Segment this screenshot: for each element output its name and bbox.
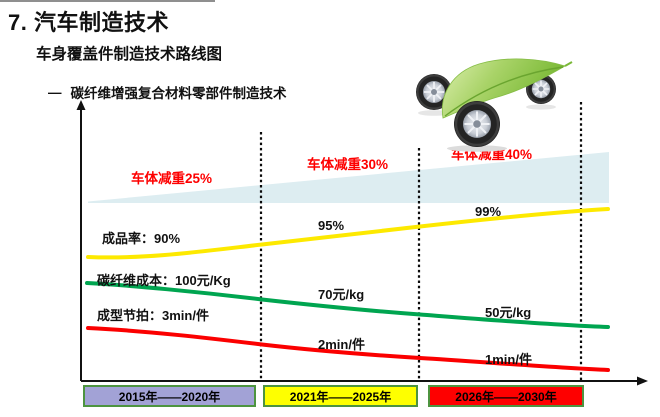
carbon-fiber-cost-name: 碳纤维成本： xyxy=(97,273,176,288)
forming-cycle-value-2026: 1min/件 xyxy=(485,352,532,367)
page-title: 7. 汽车制造技术 xyxy=(8,10,169,35)
forming-cycle-curve xyxy=(86,326,610,372)
bullet-line: — 碳纤维增强复合材料零部件制造技术 xyxy=(48,82,287,102)
yield-rate-value-2015: 90% xyxy=(154,231,181,246)
period-label: 2026年——2030年 xyxy=(455,389,557,404)
weight-reduction-label-1: 车体减重25% xyxy=(131,171,213,186)
yield-rate-curve xyxy=(86,207,610,260)
leaf-car-image xyxy=(416,58,573,152)
bullet-text: 碳纤维增强复合材料零部件制造技术 xyxy=(70,86,287,101)
period-bar-2026-2030: 2026年——2030年 xyxy=(428,385,584,407)
top-divider-line xyxy=(0,0,215,2)
carbon-fiber-cost-value-2026: 50元/kg xyxy=(485,305,532,320)
leaf-stem xyxy=(564,61,573,67)
period-bar-2015-2020: 2015年——2020年 xyxy=(83,385,256,407)
yield-rate-value-2021: 95% xyxy=(318,218,345,233)
forming-cycle-value-2021: 2min/件 xyxy=(318,337,365,352)
weight-reduction-wedge xyxy=(88,152,609,203)
period-label: 2021年——2025年 xyxy=(289,389,392,404)
y-axis-arrow-icon xyxy=(76,100,86,110)
car-shadow xyxy=(526,104,556,110)
bullet-dash: — xyxy=(48,84,62,100)
yield-rate-name: 成品率： xyxy=(102,231,155,246)
period-bar-2021-2025: 2021年——2025年 xyxy=(263,385,418,407)
yield-rate-value-2026: 99% xyxy=(475,204,502,219)
carbon-fiber-cost-value-2021: 70元/kg xyxy=(318,287,365,302)
weight-reduction-label-2: 车体减重30% xyxy=(307,157,389,172)
x-axis-arrow-icon xyxy=(637,376,648,386)
carbon-fiber-cost-value-2015: 100元/Kg xyxy=(175,273,231,288)
period-label: 2015年——2020年 xyxy=(118,389,221,404)
forming-cycle-value-2015: 3min/件 xyxy=(162,308,209,323)
forming-cycle-label: 成型节拍：3min/件 xyxy=(97,305,209,324)
forming-cycle-name: 成型节拍： xyxy=(97,308,163,323)
carbon-fiber-cost-label: 碳纤维成本：100元/Kg xyxy=(97,270,231,289)
leaf-vein xyxy=(444,66,564,117)
yield-rate-label: 成品率：90% xyxy=(102,228,180,247)
carbon-fiber-cost-curve xyxy=(85,281,610,329)
wheel-icon xyxy=(454,101,500,147)
car-shadow xyxy=(447,145,507,152)
page-subtitle: 车身覆盖件制造技术路线图 xyxy=(36,46,223,63)
